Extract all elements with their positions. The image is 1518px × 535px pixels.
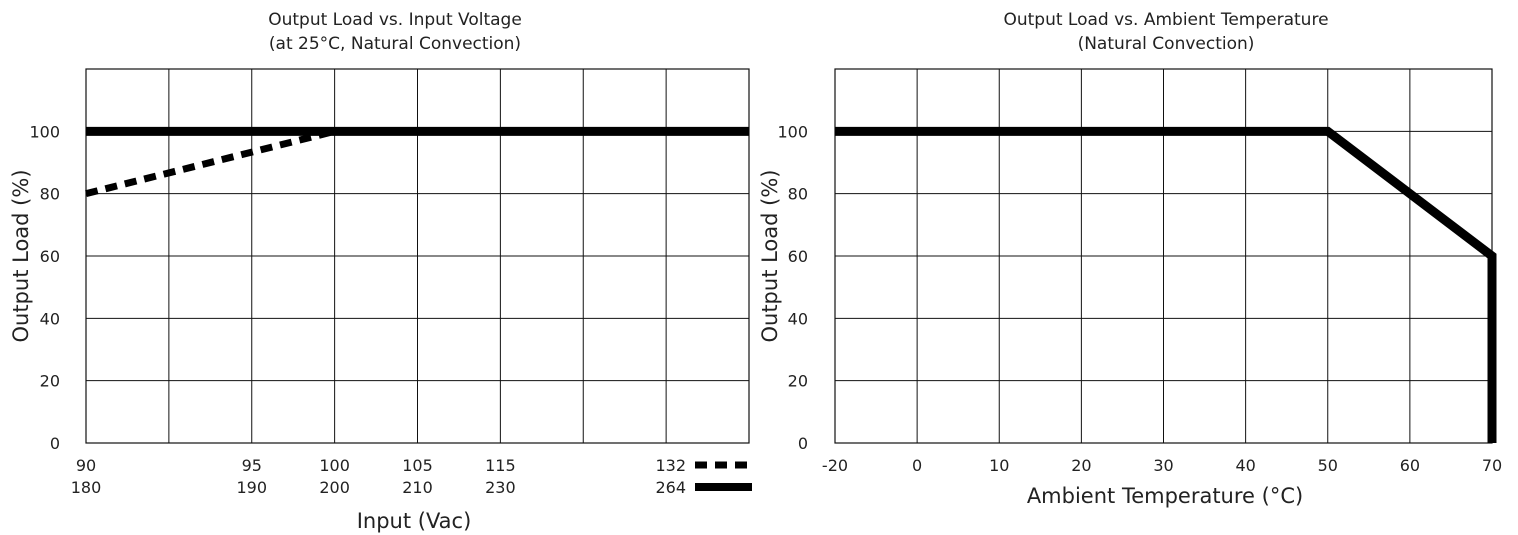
chart-right-x-axis-title: Ambient Temperature (°C)	[1027, 484, 1303, 508]
x-tick-label: 50	[1318, 456, 1338, 475]
x-tick-label: 20	[1071, 456, 1091, 475]
chart-left-legend: 132 264	[655, 456, 752, 497]
y-tick-label: 40	[788, 309, 808, 328]
y-tick-label: 20	[40, 372, 60, 391]
x-tick-label: -20	[822, 456, 848, 475]
x-tick-label: 70	[1482, 456, 1502, 475]
x-tick-label: 180	[71, 478, 102, 497]
x-tick-label: 100	[319, 456, 350, 475]
y-tick-label: 40	[40, 309, 60, 328]
chart-left: Output Load vs. Input Voltage (at 25°C, …	[9, 10, 752, 533]
x-tick-label: 0	[912, 456, 922, 475]
chart-right-y-axis-title: Output Load (%)	[758, 169, 782, 342]
y-tick-label: 100	[777, 122, 808, 141]
chart-right-subtitle: (Natural Convection)	[1078, 34, 1255, 54]
legend-label-132: 132	[655, 456, 686, 475]
chart-right-series	[835, 126, 1497, 443]
y-tick-label: 0	[798, 434, 808, 453]
chart-left-subtitle: (at 25°C, Natural Convection)	[269, 34, 521, 54]
chart-left-title: Output Load vs. Input Voltage	[268, 10, 522, 30]
series-line-dashed	[85, 127, 336, 198]
y-tick-label: 60	[40, 247, 60, 266]
chart-left-y-axis-title: Output Load (%)	[9, 169, 33, 342]
chart-right-title: Output Load vs. Ambient Temperature	[1003, 10, 1328, 30]
x-tick-label: 200	[319, 478, 350, 497]
x-tick-label: 30	[1153, 456, 1173, 475]
chart-left-x-ticks: 90 95 100 105 115 180 190 200 210 230	[71, 456, 516, 497]
x-tick-label: 210	[402, 478, 433, 497]
chart-right: Output Load vs. Ambient Temperature (Nat…	[758, 10, 1502, 508]
y-tick-label: 100	[29, 122, 60, 141]
x-tick-label: 105	[402, 456, 433, 475]
series-line-solid	[835, 126, 1497, 443]
chart-right-x-ticks: -20 0 10 20 30 40 50 60 70	[822, 456, 1502, 475]
x-tick-label: 230	[485, 478, 516, 497]
x-tick-label: 190	[236, 478, 267, 497]
y-tick-label: 60	[788, 247, 808, 266]
chart-left-series	[85, 126, 749, 198]
y-tick-label: 80	[788, 185, 808, 204]
x-tick-label: 115	[485, 456, 516, 475]
chart-left-y-ticks: 0 20 40 60 80 100	[29, 122, 60, 453]
x-tick-label: 95	[242, 456, 262, 475]
chart-right-y-ticks: 0 20 40 60 80 100	[777, 122, 808, 453]
y-tick-label: 0	[50, 434, 60, 453]
chart-left-frame	[85, 68, 750, 444]
x-tick-label: 10	[989, 456, 1009, 475]
y-tick-label: 80	[40, 185, 60, 204]
legend-label-264: 264	[655, 478, 686, 497]
x-tick-label: 90	[76, 456, 96, 475]
chart-left-x-axis-title: Input (Vac)	[357, 509, 472, 533]
chart-left-grid	[86, 69, 749, 443]
x-tick-label: 40	[1235, 456, 1255, 475]
x-tick-label: 60	[1400, 456, 1420, 475]
y-tick-label: 20	[788, 372, 808, 391]
chart-right-grid	[835, 69, 1492, 443]
